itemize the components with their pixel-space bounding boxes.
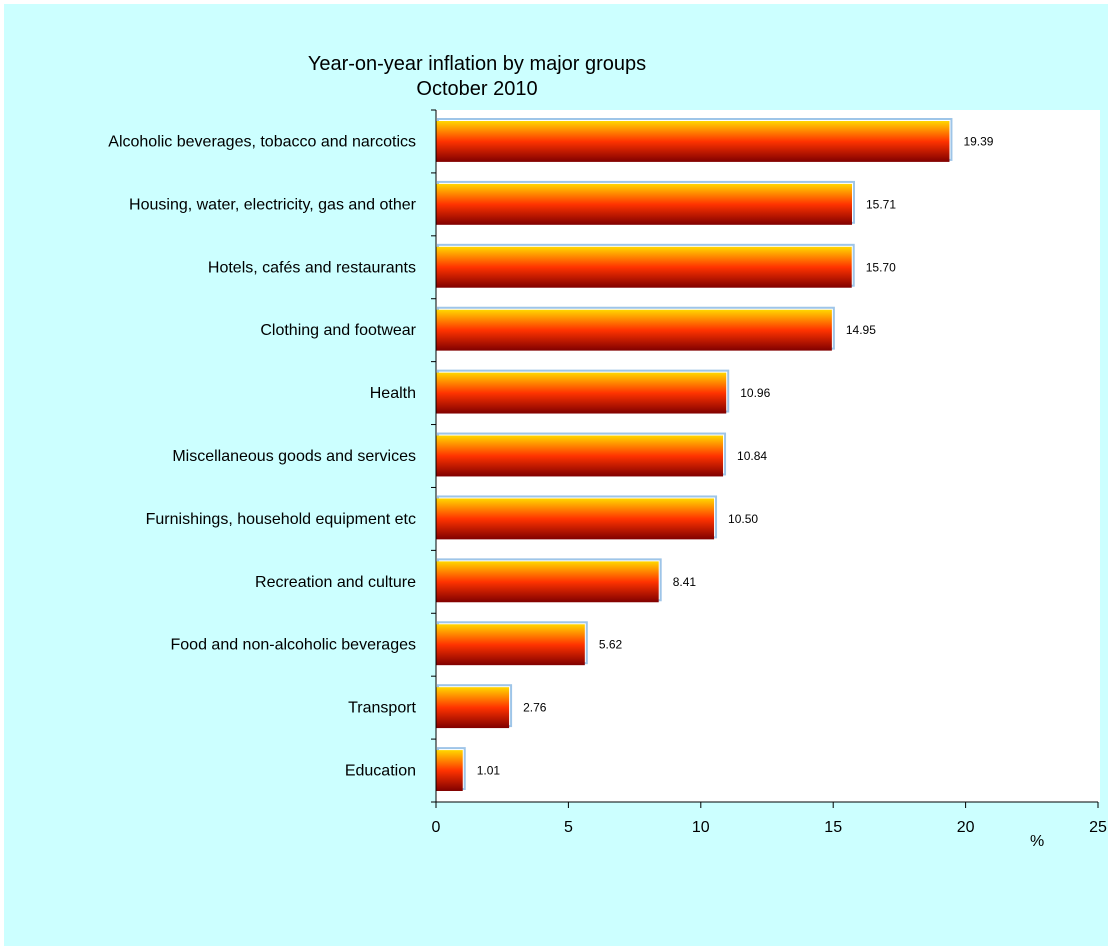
value-label: 19.39 <box>963 134 993 148</box>
x-tick-label: 15 <box>824 819 842 836</box>
axes-layer: Alcoholic beverages, tobacco and narcoti… <box>108 109 1107 836</box>
bar <box>436 435 724 477</box>
category-label: Furnishings, household equipment etc <box>146 511 416 528</box>
value-label: 14.95 <box>846 323 876 337</box>
x-tick-label: 5 <box>564 819 573 836</box>
bar <box>436 561 659 603</box>
x-tick-label: 25 <box>1089 819 1107 836</box>
bar <box>436 121 950 162</box>
value-label: 15.71 <box>866 197 896 211</box>
x-tick-label: 20 <box>957 819 975 836</box>
category-label: Miscellaneous goods and services <box>172 448 416 465</box>
category-label: Education <box>345 763 416 780</box>
bar <box>436 750 463 791</box>
category-label: Hotels, cafés and restaurants <box>208 259 416 276</box>
chart-title: Year-on-year inflation by major groups <box>308 53 646 75</box>
bars-layer: 19.39 15.71 15.70 14.95 10.96 10.84 10.50 8.41 5… <box>436 118 994 791</box>
bar <box>436 309 832 351</box>
unit-label: % <box>1030 833 1044 850</box>
chart-subtitle: October 2010 <box>416 78 537 100</box>
chart-frame: Year-on-year inflation by major groups O… <box>4 4 1108 946</box>
category-label: Alcoholic beverages, tobacco and narcoti… <box>108 133 416 150</box>
value-label: 8.41 <box>673 575 697 589</box>
bar <box>436 183 853 225</box>
value-label: 10.84 <box>737 449 767 463</box>
x-tick-label: 10 <box>692 819 710 836</box>
bar <box>436 246 852 288</box>
bar <box>436 372 727 414</box>
category-label: Food and non-alcoholic beverages <box>171 637 417 654</box>
value-label: 15.70 <box>866 260 896 274</box>
category-label: Health <box>370 385 416 402</box>
value-label: 1.01 <box>477 764 501 778</box>
chart-svg: Year-on-year inflation by major groups O… <box>108 53 1107 850</box>
category-label: Clothing and footwear <box>260 322 416 339</box>
value-label: 10.50 <box>728 512 758 526</box>
category-label: Housing, water, electricity, gas and oth… <box>129 196 417 213</box>
bar <box>436 687 510 729</box>
category-label: Transport <box>348 700 416 717</box>
bar <box>436 624 585 666</box>
value-label: 10.96 <box>740 386 770 400</box>
bar <box>436 498 715 540</box>
value-label: 2.76 <box>523 701 547 715</box>
value-label: 5.62 <box>599 638 623 652</box>
x-tick-label: 0 <box>432 819 441 836</box>
category-label: Recreation and culture <box>255 574 416 591</box>
